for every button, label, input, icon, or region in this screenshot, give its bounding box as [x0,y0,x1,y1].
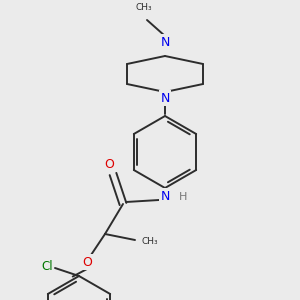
Text: H: H [179,192,188,202]
Text: O: O [104,158,114,170]
Text: N: N [160,92,170,104]
Text: O: O [82,256,92,268]
Text: CH₃: CH₃ [142,238,159,247]
Text: N: N [160,190,170,202]
Text: Cl: Cl [41,260,53,272]
Text: N: N [160,35,170,49]
Text: CH₃: CH₃ [136,3,152,12]
